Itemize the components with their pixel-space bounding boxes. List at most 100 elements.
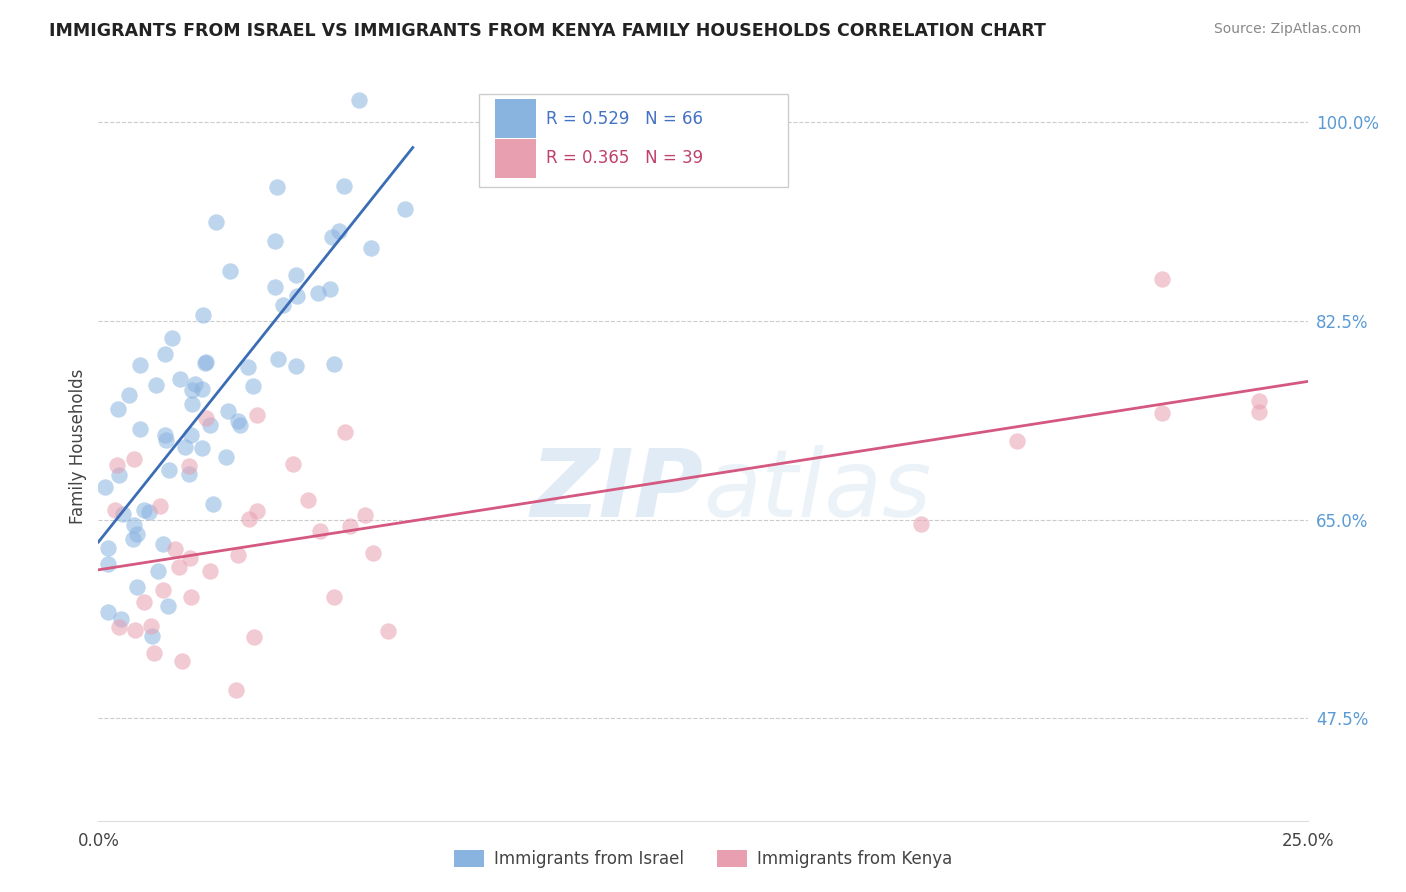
Point <box>228 548 250 562</box>
Point <box>322 590 344 604</box>
Point <box>177 458 200 473</box>
Point <box>307 286 329 301</box>
Text: R = 0.529   N = 66: R = 0.529 N = 66 <box>546 110 703 128</box>
Point <box>170 654 193 668</box>
Text: IMMIGRANTS FROM ISRAEL VS IMMIGRANTS FROM KENYA FAMILY HOUSEHOLDS CORRELATION CH: IMMIGRANTS FROM ISRAEL VS IMMIGRANTS FRO… <box>49 22 1046 40</box>
Point <box>319 282 342 296</box>
Point <box>323 357 346 371</box>
Point <box>132 595 155 609</box>
Point <box>152 582 174 597</box>
Point <box>266 351 288 366</box>
Point <box>284 359 307 374</box>
Point <box>160 331 183 345</box>
Point <box>97 605 120 619</box>
Legend: Immigrants from Israel, Immigrants from Kenya: Immigrants from Israel, Immigrants from … <box>447 843 959 875</box>
Point <box>184 376 207 391</box>
Point <box>243 630 266 644</box>
Point <box>193 356 215 370</box>
FancyBboxPatch shape <box>479 94 787 187</box>
Point <box>141 629 163 643</box>
Point <box>146 564 169 578</box>
Point <box>321 230 343 244</box>
Point <box>285 289 308 303</box>
Point <box>394 202 416 217</box>
Point <box>127 527 149 541</box>
Point <box>195 354 218 368</box>
Point <box>1007 434 1029 448</box>
Point <box>127 580 149 594</box>
Point <box>152 537 174 551</box>
Point <box>129 421 152 435</box>
Point <box>103 502 125 516</box>
Point <box>219 263 242 277</box>
Point <box>264 280 287 294</box>
Point <box>111 507 134 521</box>
Point <box>145 377 167 392</box>
Point <box>169 372 191 386</box>
Point <box>173 440 195 454</box>
Point <box>124 623 146 637</box>
Point <box>118 388 141 402</box>
Point <box>229 417 252 432</box>
Point <box>309 524 332 539</box>
Point <box>347 93 370 107</box>
Point <box>97 541 120 556</box>
Point <box>285 268 308 282</box>
Point <box>297 493 319 508</box>
Point <box>201 497 224 511</box>
Y-axis label: Family Households: Family Households <box>69 368 87 524</box>
Point <box>264 235 287 249</box>
Point <box>1152 272 1174 286</box>
Point <box>122 518 145 533</box>
Point <box>328 224 350 238</box>
Point <box>910 516 932 531</box>
Point <box>167 559 190 574</box>
Point <box>179 550 201 565</box>
Point <box>205 215 228 229</box>
Point <box>283 457 305 471</box>
Point <box>155 433 177 447</box>
Text: atlas: atlas <box>703 445 931 536</box>
Point <box>246 409 269 423</box>
Point <box>361 546 384 560</box>
Point <box>273 298 295 312</box>
Point <box>153 428 176 442</box>
Point <box>180 383 202 397</box>
Point <box>1152 406 1174 420</box>
Point <box>180 591 202 605</box>
Point <box>105 458 128 473</box>
Point <box>124 452 146 467</box>
Point <box>198 418 221 433</box>
Point <box>215 450 238 465</box>
Point <box>97 558 120 572</box>
Point <box>94 480 117 494</box>
Point <box>153 347 176 361</box>
Point <box>335 425 357 439</box>
Point <box>339 519 361 533</box>
Point <box>163 541 186 556</box>
Point <box>179 467 201 481</box>
Point <box>122 532 145 546</box>
Point <box>266 180 288 194</box>
Point <box>198 564 221 578</box>
Point <box>191 382 214 396</box>
Point <box>107 620 129 634</box>
Point <box>246 504 269 518</box>
FancyBboxPatch shape <box>495 139 536 178</box>
Point <box>190 441 212 455</box>
Point <box>180 397 202 411</box>
Point <box>195 411 218 425</box>
Point <box>193 309 215 323</box>
Point <box>238 512 260 526</box>
Point <box>107 402 129 417</box>
Point <box>139 619 162 633</box>
Point <box>236 359 259 374</box>
Point <box>159 463 181 477</box>
Point <box>217 404 239 418</box>
Point <box>108 468 131 483</box>
Point <box>128 359 150 373</box>
Point <box>360 241 382 255</box>
Point <box>225 683 247 698</box>
Text: Source: ZipAtlas.com: Source: ZipAtlas.com <box>1213 22 1361 37</box>
Point <box>242 379 264 393</box>
